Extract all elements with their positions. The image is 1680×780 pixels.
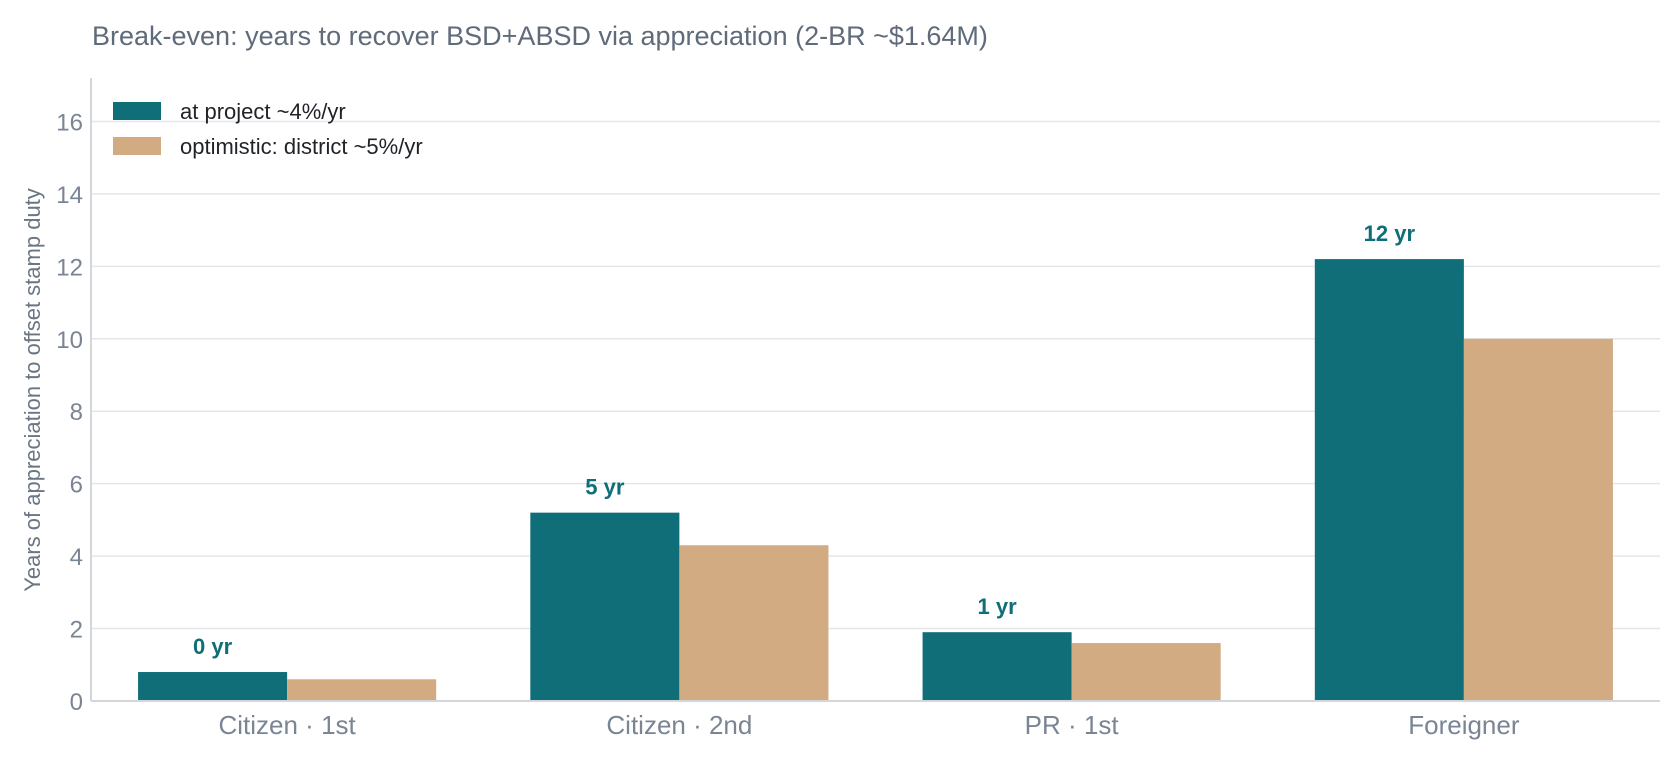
bar-district-1 <box>679 545 829 701</box>
chart-title: Break-even: years to recover BSD+ABSD vi… <box>92 21 988 51</box>
data-labels: 0 yr 5 yr 1 yr 12 yr <box>193 221 1415 659</box>
bar-district-2 <box>1071 643 1221 701</box>
x-category-label: PR · 1st <box>1025 710 1120 740</box>
data-label: 1 yr <box>978 594 1018 619</box>
x-axis-categories: Citizen · 1st Citizen · 2nd PR · 1st Foreig… <box>218 710 1519 740</box>
x-category-label: Citizen · 1st <box>218 710 356 740</box>
y-axis-label: Years of appreciation to offset stamp du… <box>20 188 45 592</box>
y-tick-label: 14 <box>56 182 83 209</box>
legend-swatch-project <box>113 102 161 120</box>
y-tick-label: 2 <box>70 617 83 644</box>
data-label: 5 yr <box>585 475 625 500</box>
bars <box>138 259 1613 701</box>
bar-project-3 <box>1314 259 1464 701</box>
bar-project-1 <box>530 512 680 701</box>
legend-label-district: optimistic: district ~5%/yr <box>180 134 423 159</box>
y-tick-label: 8 <box>70 399 83 426</box>
x-category-label: Foreigner <box>1408 710 1520 740</box>
bar-district-3 <box>1463 338 1613 701</box>
legend-swatch-district <box>113 137 161 155</box>
y-tick-label: 16 <box>56 109 83 136</box>
data-label: 0 yr <box>193 634 233 659</box>
y-axis-ticks: 0 2 4 6 8 10 12 14 16 <box>56 109 83 716</box>
y-tick-label: 10 <box>56 327 83 354</box>
bar-district-0 <box>287 679 437 701</box>
x-category-label: Citizen · 2nd <box>606 710 752 740</box>
bar-project-0 <box>138 672 288 701</box>
y-tick-label: 4 <box>70 544 83 571</box>
gridlines <box>91 120 1660 630</box>
y-tick-label: 12 <box>56 254 83 281</box>
legend: at project ~4%/yr optimistic: district ~… <box>113 99 423 159</box>
legend-label-project: at project ~4%/yr <box>180 99 346 124</box>
bar-project-2 <box>922 632 1072 701</box>
y-tick-label: 0 <box>70 689 83 716</box>
y-tick-label: 6 <box>70 472 83 499</box>
data-label: 12 yr <box>1364 221 1416 246</box>
